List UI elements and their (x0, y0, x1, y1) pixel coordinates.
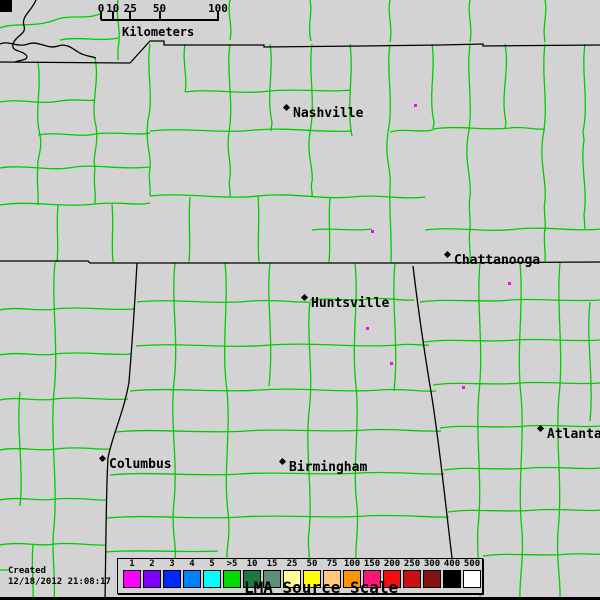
distance-scale: 0 10 25 50 100 Kilometers (0, 0, 260, 42)
scale-bar-title: Kilometers (122, 25, 195, 39)
legend-color-swatch (343, 570, 361, 588)
bottom-edge-line (0, 597, 600, 600)
created-stamp: Created 12/18/2012 21:08:17 (8, 566, 111, 588)
al-ga-border (412, 265, 453, 559)
legend-color-swatch (443, 570, 461, 588)
legend-value-label: 100 (343, 559, 361, 569)
legend-value-label: 75 (326, 559, 338, 569)
legend-value-label: 2 (149, 559, 155, 569)
scale-tick (111, 11, 114, 20)
legend-color-swatch (283, 570, 301, 588)
legend-value-label: 25 (286, 559, 298, 569)
legend-value-label: 15 (266, 559, 278, 569)
legend-color-swatch (423, 570, 441, 588)
source-scale-legend: 1 2 3 4 5 >5 10 15 25 50 75 100 150 200 250 300 400 500 L… (117, 558, 483, 597)
legend-color-swatch (383, 570, 401, 588)
legend-color-swatch (243, 570, 261, 588)
legend-value-label: 5 (209, 559, 215, 569)
legend-value-label: 400 (443, 559, 461, 569)
legend-color-swatch (303, 570, 321, 588)
scale-tick-label: 0 (97, 2, 105, 15)
legend-color-swatch (223, 570, 241, 588)
legend-color-swatch (123, 570, 141, 588)
ky-tn-border (0, 40, 600, 64)
legend-value-label: 4 (189, 559, 195, 569)
legend-color-swatch (163, 570, 181, 588)
scale-tick (217, 11, 219, 20)
legend-value-label: 300 (423, 559, 441, 569)
legend-color-swatch (143, 570, 161, 588)
legend-color-swatch (463, 570, 481, 588)
scale-tick (158, 11, 161, 20)
ms-al-border (104, 262, 138, 600)
legend-value-label: >5 (226, 559, 238, 569)
legend-color-swatch (183, 570, 201, 588)
legend-color-swatch (323, 570, 341, 588)
created-label: Created (8, 566, 46, 576)
scale-tick (100, 11, 102, 20)
scale-tick-label: 25 (123, 2, 137, 15)
created-datetime: 12/18/2012 21:08:17 (8, 577, 111, 587)
legend-color-swatch (263, 570, 281, 588)
legend-color-swatch (363, 570, 381, 588)
legend-value-label: 250 (403, 559, 421, 569)
scale-tick-label: 50 (152, 2, 167, 15)
legend-value-label: 1 (129, 559, 135, 569)
river-line (0, 42, 97, 59)
legend-value-label: 50 (306, 559, 318, 569)
legend-value-label: 500 (463, 559, 481, 569)
tn-al-border (0, 260, 600, 264)
legend-value-label: 10 (246, 559, 258, 569)
legend-value-label: 3 (169, 559, 175, 569)
scale-tick-label: 100 (208, 2, 228, 15)
legend-color-swatch (203, 570, 221, 588)
scale-bar-line (101, 19, 219, 21)
legend-value-label: 150 (363, 559, 381, 569)
scale-tick-label: 10 (106, 2, 120, 15)
corner-marker (0, 0, 12, 12)
legend-color-swatch (403, 570, 421, 588)
scale-tick (129, 11, 132, 20)
legend-title: LMA Source Scale (244, 578, 399, 597)
legend-value-label: 200 (383, 559, 401, 569)
